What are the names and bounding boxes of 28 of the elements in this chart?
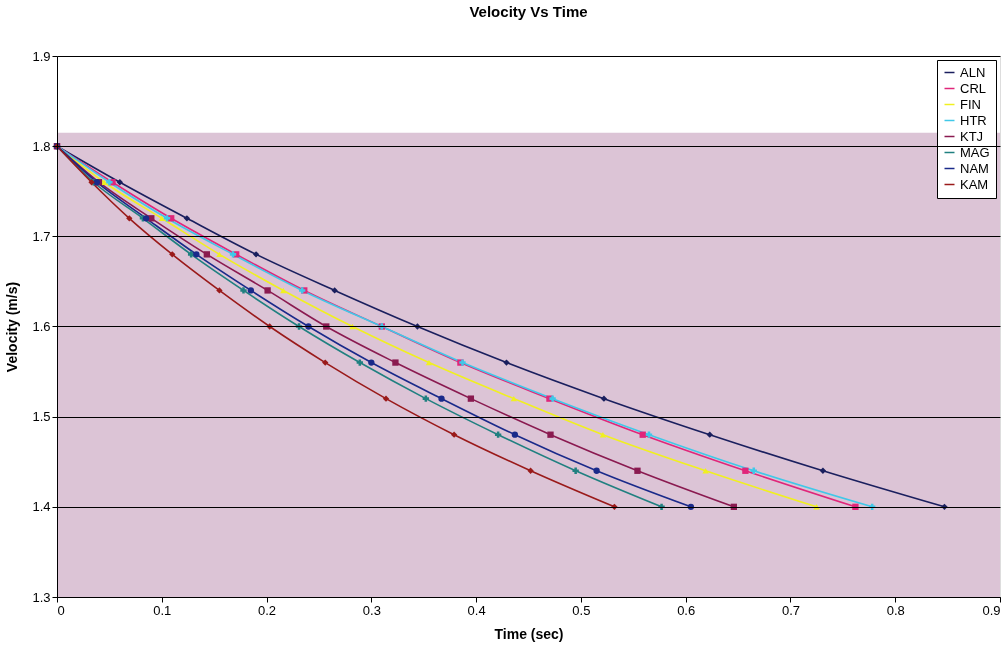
x-tick-label: 0.4: [467, 602, 486, 618]
x-tick-label: 0.2: [258, 602, 277, 618]
legend-label: CRL: [960, 80, 987, 96]
legend-label: KTJ: [960, 128, 984, 144]
legend-label: FIN: [960, 96, 981, 112]
y-tick-label: 1.5: [32, 409, 51, 425]
y-tick-label: 1.3: [32, 589, 51, 605]
legend-label: NAM: [960, 160, 989, 176]
x-tick-label: 0.5: [572, 602, 591, 618]
legend-label: ALN: [960, 64, 986, 80]
x-tick-label: 0.8: [886, 602, 905, 618]
x-tick-label: 0.6: [677, 602, 696, 618]
y-tick-label: 1.7: [32, 228, 51, 244]
x-tick-label: 0.3: [362, 602, 381, 618]
y-tick-label: 1.9: [32, 48, 51, 64]
y-tick-label: 1.6: [32, 319, 51, 334]
x-axis-title: Time (sec): [494, 625, 564, 642]
legend-label: HTR: [960, 112, 987, 128]
y-tick-label: 1.4: [32, 499, 51, 515]
chart-title: Velocity Vs Time: [469, 3, 588, 20]
x-tick-label: 0.1: [153, 602, 172, 618]
y-tick-label: 1.8: [32, 138, 51, 154]
x-tick-label: 0.7: [781, 602, 800, 618]
y-axis-title: Velocity (m/s): [4, 281, 21, 373]
x-tick-label: 0.9: [982, 602, 1001, 618]
legend-label: MAG: [960, 144, 990, 160]
x-tick-label: 0: [57, 602, 65, 618]
legend-label: KAM: [960, 176, 989, 192]
